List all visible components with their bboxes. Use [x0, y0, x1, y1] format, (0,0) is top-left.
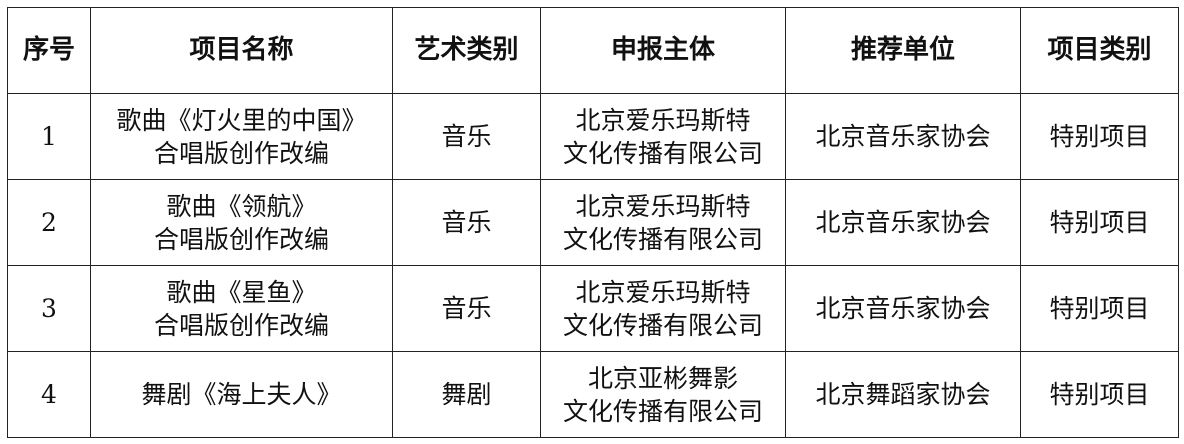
cell-recommender: 北京音乐家协会	[785, 93, 1021, 180]
project-table: 序号 项目名称 艺术类别 申报主体 推荐单位 项目类别 1 歌曲《灯火里的中国》合…	[7, 7, 1179, 438]
cell-no: 3	[7, 265, 91, 352]
header-row: 序号 项目名称 艺术类别 申报主体 推荐单位 项目类别	[7, 7, 1179, 94]
header-art: 艺术类别	[392, 7, 541, 94]
table-row: 2 歌曲《领航》 合唱版创作改编 音乐 北京爱乐玛斯特 文化传播有限公司 北京音乐家协会 特别…	[7, 179, 1179, 266]
cell-art: 音乐	[392, 265, 541, 352]
cell-applicant: 北京爱乐玛斯特 文化传播有限公司	[540, 265, 786, 352]
cell-name-line: 合唱版创作改编	[153, 138, 329, 168]
cell-applicant: 北京爱乐玛斯特 文化传播有限公司	[540, 179, 786, 266]
header-applicant: 申报主体	[540, 7, 786, 94]
cell-applicant-line: 北京爱乐玛斯特	[575, 105, 751, 135]
cell-applicant-line: 文化传播有限公司	[562, 396, 763, 426]
cell-name-line: 合唱版创作改编	[153, 310, 329, 340]
cell-applicant-line: 北京爱乐玛斯特	[575, 191, 751, 221]
cell-recommender: 北京舞蹈家协会	[785, 351, 1021, 438]
cell-name: 舞剧《海上夫人》	[90, 351, 393, 438]
header-no: 序号	[7, 7, 91, 94]
table-row: 3 歌曲《星鱼》 合唱版创作改编 音乐 北京爱乐玛斯特 文化传播有限公司 北京音乐家协会 特别…	[7, 265, 1179, 352]
cell-name: 歌曲《星鱼》 合唱版创作改编	[90, 265, 393, 352]
cell-category: 特别项目	[1020, 265, 1179, 352]
cell-applicant-line: 文化传播有限公司	[562, 310, 763, 340]
cell-category: 特别项目	[1020, 93, 1179, 180]
header-category: 项目类别	[1020, 7, 1179, 94]
cell-name-line: 歌曲《灯火里的中国》	[116, 105, 367, 135]
table-row: 4 舞剧《海上夫人》 舞剧 北京亚彬舞影 文化传播有限公司 北京舞蹈家协会 特别项目	[7, 351, 1179, 438]
cell-applicant-line: 文化传播有限公司	[562, 138, 763, 168]
cell-art: 舞剧	[392, 351, 541, 438]
cell-applicant-line: 北京亚彬舞影	[587, 363, 738, 393]
cell-no: 1	[7, 93, 91, 180]
cell-name: 歌曲《领航》 合唱版创作改编	[90, 179, 393, 266]
cell-name-line: 合唱版创作改编	[153, 224, 329, 254]
cell-applicant-line: 文化传播有限公司	[562, 224, 763, 254]
cell-applicant: 北京爱乐玛斯特 文化传播有限公司	[540, 93, 786, 180]
header-recommender: 推荐单位	[785, 7, 1021, 94]
cell-art: 音乐	[392, 93, 541, 180]
cell-recommender: 北京音乐家协会	[785, 179, 1021, 266]
cell-no: 2	[7, 179, 91, 266]
cell-name: 歌曲《灯火里的中国》 合唱版创作改编	[90, 93, 393, 180]
cell-no: 4	[7, 351, 91, 438]
cell-applicant-line: 北京爱乐玛斯特	[575, 277, 751, 307]
cell-name-line: 歌曲《领航》	[166, 191, 317, 221]
header-name: 项目名称	[90, 7, 393, 94]
cell-name-line: 舞剧《海上夫人》	[141, 380, 342, 409]
cell-recommender: 北京音乐家协会	[785, 265, 1021, 352]
cell-art: 音乐	[392, 179, 541, 266]
cell-name-line: 歌曲《星鱼》	[166, 277, 317, 307]
cell-applicant: 北京亚彬舞影 文化传播有限公司	[540, 351, 786, 438]
cell-category: 特别项目	[1020, 179, 1179, 266]
table-row: 1 歌曲《灯火里的中国》 合唱版创作改编 音乐 北京爱乐玛斯特 文化传播有限公司 北京音乐家…	[7, 93, 1179, 180]
cell-category: 特别项目	[1020, 351, 1179, 438]
